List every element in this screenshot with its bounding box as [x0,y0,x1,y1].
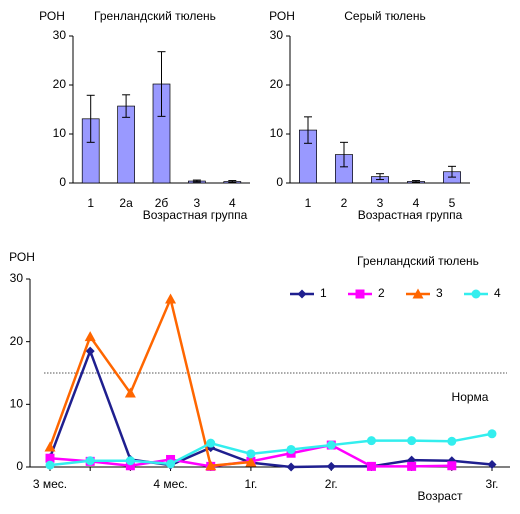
marker [487,429,497,439]
x-tick-label: 2а [119,196,133,210]
marker [412,288,424,299]
error-bar [448,165,456,178]
y-tick-label: 0 [276,175,283,189]
x-tick-label: 3 мес. [32,477,68,491]
marker [447,436,457,446]
marker [487,459,497,469]
x-tick-label: 2 [341,196,348,210]
legend-label: 3 [436,286,443,300]
marker [125,456,135,466]
x-tick-label: 1г. [244,477,258,491]
y-tick-label: 20 [270,77,284,91]
chart-title: Гренландский тюлень [357,254,479,268]
series-line [48,347,493,469]
y-tick-label: 10 [270,126,284,140]
y-axis-label: РОН [269,9,295,23]
error-bar [122,94,131,118]
marker [447,461,457,471]
x-axis-label: Возрастная группа [143,208,248,222]
marker [85,346,95,356]
y-tick-label: 20 [53,77,67,91]
x-tick-label: 2б [155,196,169,210]
marker [205,460,217,471]
x-tick-label: 3 [377,196,384,210]
marker [245,456,257,467]
error-bar [412,180,420,184]
x-tick-label: 4 [229,196,236,210]
marker [366,436,376,446]
y-tick-label: 0 [16,459,23,473]
marker [125,461,135,471]
legend-label: 2 [378,286,385,300]
marker [326,440,336,450]
x-axis-label: Возраст [418,489,463,503]
legend-label: 1 [320,286,327,300]
marker [124,387,136,398]
y-tick-label: 30 [270,28,284,42]
marker [355,289,365,299]
error-bar [157,51,166,117]
x-tick-label: 4 [413,196,420,210]
y-axis-label: РОН [9,250,35,264]
marker [407,461,417,471]
marker [471,289,481,299]
marker [45,460,55,470]
marker [297,289,307,299]
y-tick-label: 10 [10,397,24,411]
error-bar [192,179,201,183]
series-line [49,432,493,467]
x-tick-label: 3 [194,196,201,210]
chart-title: Серый тюлень [344,9,425,23]
marker [246,449,256,459]
y-tick-label: 30 [53,28,67,42]
marker [326,461,336,471]
marker [407,436,417,446]
legend-label: 4 [494,286,501,300]
x-tick-label: 5 [449,196,456,210]
x-tick-label: 1 [305,196,312,210]
marker [44,441,56,452]
error-bar [86,94,95,143]
marker [166,459,176,469]
error-bar [228,180,237,184]
x-axis-label: Возрастная группа [358,208,463,222]
error-bar [376,173,384,181]
series-line [48,295,252,468]
x-tick-label: 2г. [324,477,338,491]
marker [286,444,296,454]
error-bar [304,116,312,144]
error-bar [340,141,348,168]
marker [206,438,216,448]
marker [84,331,96,342]
norm-label: Норма [452,390,489,404]
y-tick-label: 20 [10,334,24,348]
x-tick-label: 1 [87,196,94,210]
marker [45,453,55,463]
y-tick-label: 30 [10,271,24,285]
marker [165,293,177,304]
y-tick-label: 10 [53,126,67,140]
marker [286,462,296,472]
x-tick-label: 3г. [485,477,499,491]
chart-title: Гренландский тюлень [94,9,216,23]
y-tick-label: 0 [59,175,66,189]
x-tick-label: 4 мес. [153,477,188,491]
marker [366,461,376,471]
marker [85,456,95,466]
y-axis-label: РОН [39,9,65,23]
